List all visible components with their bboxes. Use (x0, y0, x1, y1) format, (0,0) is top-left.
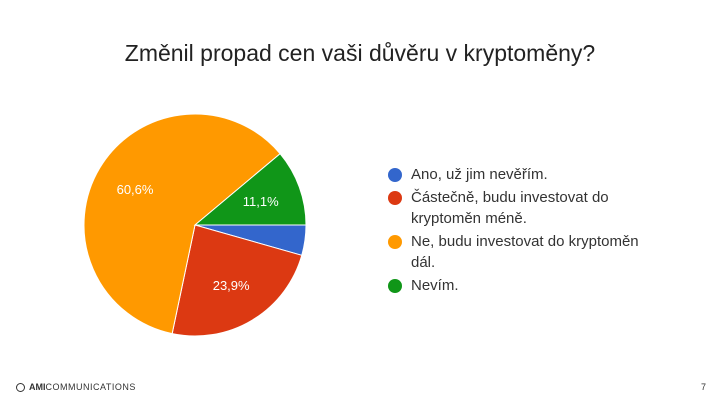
legend-label-nevim: Nevím. (411, 277, 459, 294)
chart-legend: Ano, už jim nevěřím. Částečně, budu inve… (388, 164, 688, 298)
pie-slice-2 (83, 113, 281, 335)
legend-item-castecne: Částečně, budu investovat do kryptoměn m… (388, 187, 688, 229)
pie-slice-label-1: 23,9% (213, 278, 250, 293)
pie-slice-label-3: 11,1% (243, 194, 279, 209)
chart-title: Změnil propad cen vaši důvěru v kryptomě… (124, 40, 596, 66)
legend-item-ne: Ne, budu investovat do kryptoměn dál. (388, 231, 688, 273)
company-logo: AMI COMMUNICATIONS (16, 382, 136, 392)
page-number: 7 (700, 382, 706, 392)
logo-circle-icon (16, 382, 25, 392)
brand-name-communications: COMMUNICATIONS (45, 382, 136, 392)
legend-swatch-castecne (388, 191, 402, 205)
legend-label-ne: Ne, budu investovat do kryptoměn dál. (411, 233, 639, 271)
legend-label-castecne: Částečně, budu investovat do kryptoměn m… (411, 189, 609, 227)
pie-slice-label-2: 60,6% (117, 182, 154, 197)
legend-item-ano: Ano, už jim nevěřím. (388, 164, 688, 185)
brand-name-ami: AMI (29, 382, 46, 392)
legend-swatch-ano (388, 168, 402, 182)
legend-item-nevim: Nevím. (388, 275, 688, 296)
pie-slice-1 (171, 224, 303, 337)
legend-swatch-nevim (388, 279, 402, 293)
pie-slice-3 (193, 153, 307, 226)
legend-label-ano: Ano, už jim nevěřím. (411, 166, 548, 183)
legend-swatch-ne (388, 235, 402, 249)
